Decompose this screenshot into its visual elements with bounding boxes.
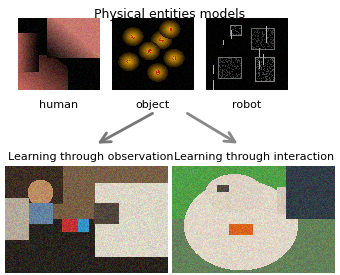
Text: Learning through interaction: Learning through interaction [174,152,334,162]
Text: Physical entities models: Physical entities models [95,8,245,21]
Text: human: human [39,100,79,110]
Text: object: object [136,100,170,110]
Text: Learning through observation: Learning through observation [8,152,173,162]
Text: robot: robot [232,100,261,110]
